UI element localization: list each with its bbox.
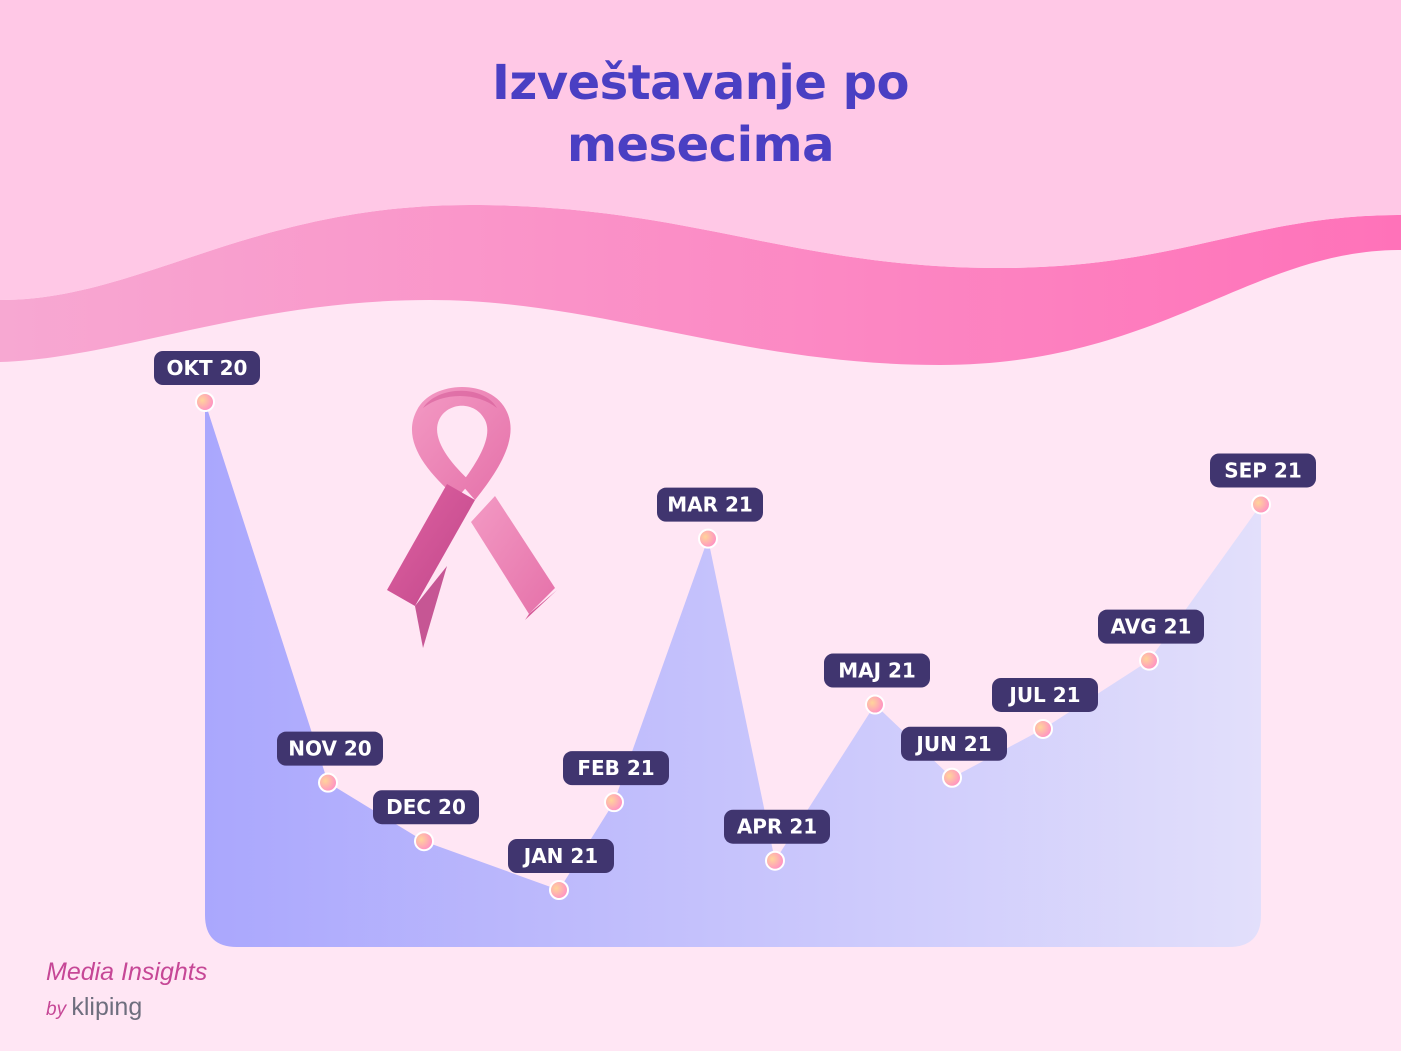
month-label-jun-21: JUN 21 <box>901 727 1007 761</box>
data-point-maj-21 <box>866 696 884 714</box>
month-label-text: JUN 21 <box>914 732 991 756</box>
month-label-okt-20: OKT 20 <box>154 351 260 385</box>
month-label-text: JUL 21 <box>1007 683 1080 707</box>
month-label-text: MAR 21 <box>667 493 753 517</box>
month-label-text: AVG 21 <box>1111 615 1192 639</box>
brand-byline: by kliping <box>46 993 207 1022</box>
month-label-maj-21: MAJ 21 <box>824 654 930 688</box>
month-label-feb-21: FEB 21 <box>563 751 669 785</box>
month-label-text: SEP 21 <box>1224 458 1302 482</box>
pink-ribbon-icon <box>387 387 557 648</box>
month-label-text: DEC 20 <box>386 795 466 819</box>
brand-company: kliping <box>71 993 142 1021</box>
month-label-dec-20: DEC 20 <box>373 790 479 824</box>
month-label-text: NOV 20 <box>288 737 371 761</box>
data-point-jul-21 <box>1034 720 1052 738</box>
data-point-jun-21 <box>943 769 961 787</box>
month-label-text: FEB 21 <box>577 756 654 780</box>
month-label-jan-21: JAN 21 <box>508 839 614 873</box>
month-label-text: OKT 20 <box>167 356 248 380</box>
data-point-okt-20 <box>196 393 214 411</box>
month-label-avg-21: AVG 21 <box>1098 610 1204 644</box>
data-point-mar-21 <box>699 530 717 548</box>
data-point-nov-20 <box>319 774 337 792</box>
data-point-jan-21 <box>550 881 568 899</box>
month-label-text: JAN 21 <box>522 844 598 868</box>
data-point-sep-21 <box>1252 495 1270 513</box>
month-label-text: APR 21 <box>737 815 817 839</box>
data-point-apr-21 <box>766 852 784 870</box>
month-label-mar-21: MAR 21 <box>657 488 763 522</box>
data-point-avg-21 <box>1140 652 1158 670</box>
month-label-nov-20: NOV 20 <box>277 732 383 766</box>
data-point-dec-20 <box>415 832 433 850</box>
area-fill <box>205 402 1261 947</box>
month-label-jul-21: JUL 21 <box>992 678 1098 712</box>
brand-name: Media Insights <box>46 958 207 987</box>
month-label-sep-21: SEP 21 <box>1210 453 1316 487</box>
month-label-apr-21: APR 21 <box>724 810 830 844</box>
data-point-feb-21 <box>605 793 623 811</box>
month-label-text: MAJ 21 <box>838 659 916 683</box>
brand-logo: Media Insights by kliping <box>46 958 207 1022</box>
brand-by: by <box>46 999 66 1020</box>
